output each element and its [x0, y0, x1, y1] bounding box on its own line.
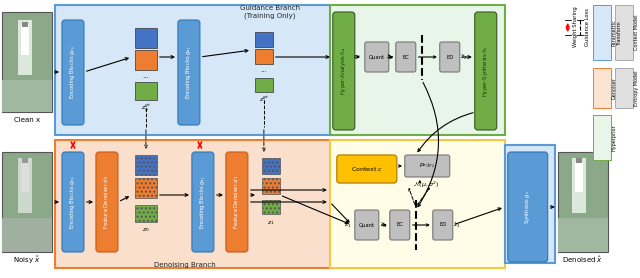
Bar [557, 218, 607, 252]
Bar [135, 205, 157, 222]
FancyBboxPatch shape [355, 210, 379, 240]
FancyBboxPatch shape [62, 20, 84, 125]
Bar [135, 28, 157, 48]
FancyBboxPatch shape [396, 42, 416, 72]
Text: $z_1$: $z_1$ [267, 219, 275, 227]
Bar [255, 49, 273, 64]
Text: $\hat{z}_2$: $\hat{z}_2$ [460, 52, 468, 62]
Text: Weight Sharing: Weight Sharing [573, 7, 578, 47]
FancyBboxPatch shape [333, 12, 355, 130]
Text: $\hat{z}_1$: $\hat{z}_1$ [453, 220, 461, 230]
FancyBboxPatch shape [96, 152, 118, 252]
Text: Hyper-Analysis $h_a$: Hyper-Analysis $h_a$ [339, 47, 348, 95]
Text: $\hat{z}_1$: $\hat{z}_1$ [344, 220, 351, 230]
Text: $\mathcal{N}(\mu, \sigma^2)$: $\mathcal{N}(\mu, \sigma^2)$ [413, 180, 440, 190]
Bar [572, 158, 586, 213]
Bar [18, 158, 32, 213]
Bar [593, 68, 611, 108]
Text: Context $c$: Context $c$ [351, 165, 383, 173]
Text: Denoised $\hat{x}$: Denoised $\hat{x}$ [562, 255, 604, 265]
Bar [262, 200, 280, 214]
FancyBboxPatch shape [390, 210, 410, 240]
Text: Quant: Quant [369, 54, 385, 59]
Bar [505, 145, 555, 263]
Bar [593, 5, 611, 60]
FancyBboxPatch shape [433, 210, 452, 240]
FancyBboxPatch shape [62, 152, 84, 252]
FancyBboxPatch shape [226, 152, 248, 252]
Bar [575, 162, 582, 192]
Text: Denoiser: Denoiser [612, 77, 617, 99]
FancyBboxPatch shape [508, 152, 548, 262]
Text: EC: EC [396, 222, 403, 227]
Text: Hyperprior: Hyperprior [612, 124, 617, 151]
Bar [135, 82, 157, 100]
Bar [18, 20, 32, 75]
Bar [330, 5, 505, 135]
Text: $p_{z_1|y_2}$: $p_{z_1|y_2}$ [419, 162, 435, 170]
Bar [22, 158, 28, 163]
Text: EC: EC [403, 54, 409, 59]
Bar [576, 158, 582, 163]
Bar [2, 80, 52, 112]
Bar [135, 178, 157, 198]
Text: Entropy Model: Entropy Model [634, 70, 639, 106]
Bar [614, 5, 633, 60]
Text: Encoding Blocks $g_{a_1}$: Encoding Blocks $g_{a_1}$ [198, 175, 207, 229]
FancyBboxPatch shape [192, 152, 214, 252]
Bar [135, 155, 157, 175]
FancyBboxPatch shape [337, 155, 397, 183]
Text: Feature Denoiser $d_0$: Feature Denoiser $d_0$ [102, 175, 111, 229]
Bar [21, 162, 29, 192]
Text: Quant: Quant [359, 222, 375, 227]
Text: Noisy $\tilde{x}$: Noisy $\tilde{x}$ [13, 254, 41, 266]
Bar [55, 5, 350, 135]
Text: Encoding Blocks $g_{a_1}$: Encoding Blocks $g_{a_1}$ [184, 45, 194, 99]
Text: $z_0^{gt}$: $z_0^{gt}$ [141, 103, 151, 113]
Bar [262, 178, 280, 194]
Text: $z_0$: $z_0$ [142, 226, 150, 234]
Bar [330, 140, 505, 268]
Text: Guidance Branch
(Training Only): Guidance Branch (Training Only) [240, 5, 300, 19]
Text: $\hat{z}_1$: $\hat{z}_1$ [380, 220, 388, 230]
Bar [22, 22, 28, 27]
Text: Clean x: Clean x [14, 117, 40, 123]
Bar [255, 78, 273, 92]
Bar [135, 50, 157, 70]
Text: ED: ED [446, 54, 453, 59]
Text: $\hat{z}_2$: $\hat{z}_2$ [386, 52, 394, 62]
Text: Denoising Branch: Denoising Branch [154, 262, 216, 268]
Bar [262, 158, 280, 174]
Text: ...: ... [260, 67, 268, 73]
FancyBboxPatch shape [178, 20, 200, 125]
Text: ...: ... [143, 73, 149, 79]
Text: Encoding Blocks $g_{a_0}$: Encoding Blocks $g_{a_0}$ [68, 175, 77, 229]
Bar [614, 68, 633, 108]
FancyBboxPatch shape [404, 155, 450, 177]
Text: $z_1^{gt}$: $z_1^{gt}$ [259, 95, 269, 106]
Bar [2, 12, 52, 112]
FancyBboxPatch shape [365, 42, 388, 72]
Text: Synthesis $g_s$: Synthesis $g_s$ [524, 190, 532, 224]
Bar [55, 140, 400, 268]
FancyBboxPatch shape [440, 42, 460, 72]
Bar [255, 32, 273, 47]
FancyBboxPatch shape [475, 12, 497, 130]
Text: Parametric
Transform: Parametric Transform [612, 19, 623, 46]
Text: Context Model: Context Model [634, 15, 639, 50]
Bar [2, 218, 52, 252]
Bar [2, 152, 52, 252]
Text: Feature Denoiser $d_1$: Feature Denoiser $d_1$ [232, 175, 241, 229]
Bar [21, 25, 29, 55]
Text: Guidance Loss: Guidance Loss [585, 8, 589, 46]
Text: Hyper-Synthesis $h_s$: Hyper-Synthesis $h_s$ [481, 45, 490, 97]
Text: ED: ED [439, 222, 446, 227]
Bar [593, 115, 611, 160]
Text: $z_2$: $z_2$ [353, 53, 360, 61]
Bar [557, 152, 607, 252]
Text: Encoding Blocks $g_{a_0}$: Encoding Blocks $g_{a_0}$ [68, 45, 77, 99]
